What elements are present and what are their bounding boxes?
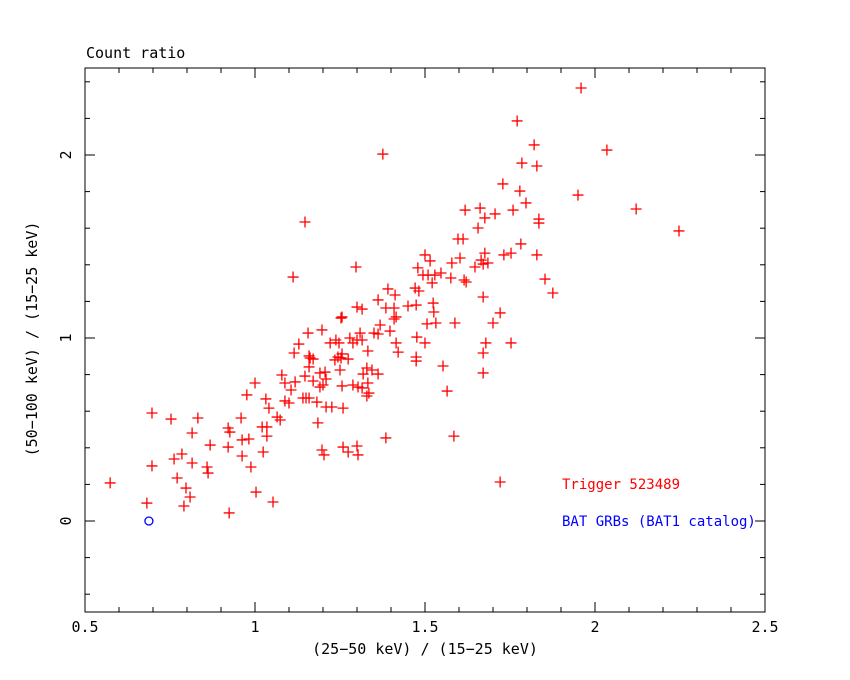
catalog-point (144, 516, 154, 526)
x-tick-label: 2 (590, 618, 600, 636)
trigger-points (104, 82, 685, 519)
axes-frame (84, 67, 766, 613)
data-points (104, 82, 685, 526)
y-tick-label: 1 (57, 333, 75, 343)
x-tick-label: 1.5 (411, 618, 439, 636)
legend-trigger-label: Trigger 523489 (562, 477, 681, 493)
x-tick-label: 1 (250, 618, 260, 636)
plot-title: Count ratio (86, 44, 186, 62)
y-tick-label: 0 (57, 516, 75, 526)
y-tick-label: 2 (57, 150, 75, 160)
x-tick-label: 2.5 (751, 618, 779, 636)
x-axis-label: (25−50 keV) / (15−25 keV) (312, 640, 538, 658)
y-axis-label: (50−100 keV) / (15−25 keV) (23, 221, 41, 457)
legend-catalog-label: BAT GRBs (BAT1 catalog) (562, 514, 756, 530)
x-tick-label: 0.5 (71, 618, 99, 636)
